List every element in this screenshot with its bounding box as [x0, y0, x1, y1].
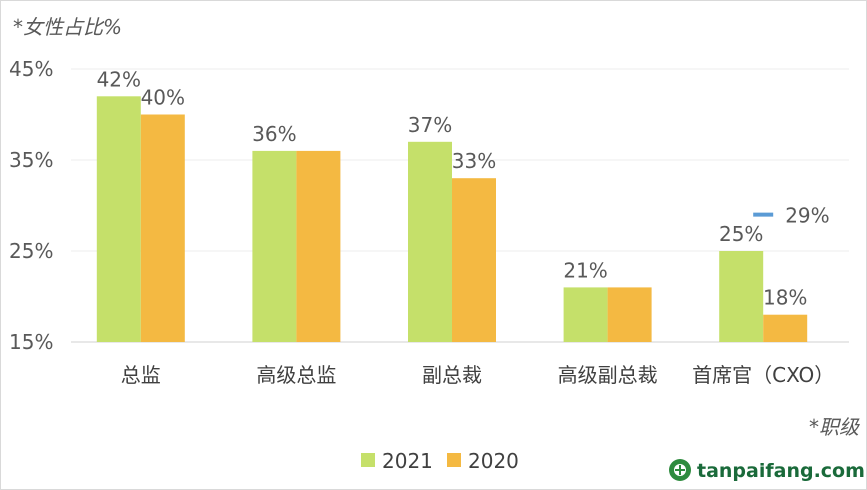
- legend-swatch-2021: [361, 453, 375, 467]
- x-category-label: 首席官（CXO）: [692, 363, 834, 387]
- data-label: 37%: [408, 113, 452, 137]
- y-axis-label: *女性占比%: [13, 15, 122, 39]
- y-tick-label: 15%: [9, 330, 53, 354]
- x-categories: 总监 高级总监 副总裁 高级副总裁 首席官（CXO）: [121, 363, 834, 387]
- y-tick-label: 45%: [9, 57, 53, 81]
- bar-2021: [96, 96, 141, 342]
- bar-2020: [140, 114, 185, 342]
- bar-2020: [607, 287, 652, 342]
- data-label: 21%: [563, 258, 607, 282]
- leaf-logo-icon: [669, 459, 691, 481]
- data-label: 18%: [763, 286, 807, 310]
- bar-2021: [252, 150, 297, 342]
- legend-label: 2020: [468, 449, 519, 473]
- bar-2020: [763, 314, 808, 342]
- x-category-label: 总监: [121, 363, 161, 387]
- x-category-label: 高级副总裁: [558, 363, 658, 387]
- y-tick-label: 35%: [9, 148, 53, 172]
- y-ticks: 45% 35% 25% 15%: [9, 57, 53, 354]
- y-tick-label: 25%: [9, 239, 53, 263]
- watermark: tanpaifang.com: [669, 459, 865, 482]
- bar-2021: [408, 141, 452, 342]
- data-labels: 42%40% 36% 37%33% 21% 25% 18%: [97, 67, 808, 309]
- annotation-label: 29%: [785, 204, 829, 228]
- x-axis-label: *职级: [809, 415, 860, 439]
- x-category-label: 高级总监: [256, 363, 336, 387]
- data-label: 25%: [719, 222, 763, 246]
- watermark-text: tanpaifang.com: [697, 460, 865, 482]
- bar-2020: [296, 150, 341, 342]
- legend: 2021 2020: [361, 449, 519, 473]
- data-label: 36%: [252, 122, 296, 146]
- bar-2021: [719, 251, 764, 342]
- bar-2020: [452, 178, 496, 342]
- bar-2021: [563, 287, 608, 342]
- bars: [96, 96, 808, 342]
- data-label: 40%: [141, 86, 185, 110]
- x-category-label: 副总裁: [422, 363, 482, 387]
- legend-label: 2021: [382, 449, 433, 473]
- data-label: 42%: [97, 67, 141, 91]
- legend-swatch-2020: [447, 453, 461, 467]
- data-label: 33%: [452, 149, 496, 173]
- annotations: 29%: [753, 204, 830, 228]
